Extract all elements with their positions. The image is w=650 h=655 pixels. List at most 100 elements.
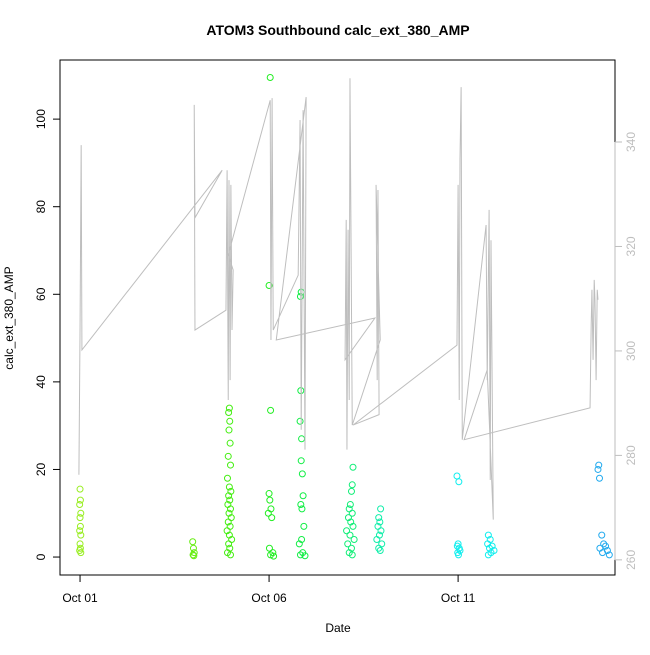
point bbox=[350, 536, 358, 544]
point bbox=[77, 509, 85, 517]
y-tick-label: 60 bbox=[34, 287, 48, 301]
point bbox=[296, 417, 304, 425]
y-tick-label: 20 bbox=[34, 462, 48, 476]
point bbox=[225, 426, 233, 434]
x-tick-label: Oct 06 bbox=[251, 591, 287, 605]
point bbox=[269, 549, 277, 557]
point bbox=[599, 549, 607, 557]
point bbox=[376, 518, 384, 526]
point bbox=[266, 74, 274, 82]
point bbox=[77, 549, 85, 557]
point bbox=[595, 461, 603, 469]
y2-tick-label: 340 bbox=[624, 132, 638, 152]
point bbox=[346, 531, 354, 539]
point bbox=[298, 505, 306, 513]
point bbox=[226, 439, 234, 447]
point bbox=[225, 492, 233, 500]
point bbox=[76, 527, 84, 535]
point bbox=[600, 540, 608, 548]
point bbox=[301, 552, 309, 560]
point bbox=[373, 536, 381, 544]
point bbox=[224, 518, 232, 526]
y-tick-label: 100 bbox=[34, 109, 48, 129]
y-tick-label: 80 bbox=[34, 200, 48, 214]
point bbox=[297, 500, 305, 508]
point bbox=[190, 552, 198, 560]
y-tick-label: 40 bbox=[34, 375, 48, 389]
point bbox=[298, 470, 306, 478]
point bbox=[348, 551, 356, 559]
point bbox=[223, 474, 231, 482]
point bbox=[346, 500, 354, 508]
point bbox=[76, 485, 84, 493]
point bbox=[300, 522, 308, 530]
point bbox=[189, 538, 197, 546]
point bbox=[299, 492, 307, 500]
point bbox=[265, 282, 273, 290]
y2-tick-label: 300 bbox=[624, 341, 638, 361]
point bbox=[297, 457, 305, 465]
x-tick-label: Oct 01 bbox=[62, 591, 98, 605]
point bbox=[349, 522, 357, 530]
point bbox=[454, 551, 462, 559]
point bbox=[225, 409, 233, 417]
point bbox=[265, 544, 273, 552]
y2-tick-label: 320 bbox=[624, 236, 638, 256]
point bbox=[343, 527, 351, 535]
point bbox=[227, 551, 235, 559]
point bbox=[226, 417, 234, 425]
point bbox=[189, 551, 197, 559]
x-axis-label: Date bbox=[325, 621, 351, 635]
point bbox=[376, 546, 384, 554]
point bbox=[296, 551, 304, 559]
plot-frame bbox=[59, 59, 616, 576]
point bbox=[266, 496, 274, 504]
point bbox=[349, 463, 357, 471]
x-tick-label: Oct 11 bbox=[441, 591, 476, 605]
point bbox=[189, 544, 197, 552]
point bbox=[377, 527, 385, 535]
point bbox=[484, 531, 492, 539]
point bbox=[268, 514, 276, 522]
point bbox=[295, 540, 303, 548]
point bbox=[377, 505, 385, 513]
point bbox=[484, 551, 492, 559]
y-axis-label: calc_ext_380_AMP bbox=[2, 266, 16, 369]
point bbox=[227, 461, 235, 469]
point bbox=[76, 500, 84, 508]
point bbox=[605, 551, 613, 559]
point bbox=[225, 540, 233, 548]
point bbox=[378, 540, 386, 548]
chart-title: ATOM3 Southbound calc_ext_380_AMP bbox=[206, 22, 469, 38]
line bbox=[78, 78, 599, 520]
point bbox=[375, 514, 383, 522]
point bbox=[264, 509, 272, 517]
point bbox=[298, 435, 306, 443]
point bbox=[76, 496, 84, 504]
point bbox=[453, 472, 461, 480]
point bbox=[265, 490, 273, 498]
point bbox=[267, 406, 275, 414]
point bbox=[594, 465, 602, 473]
point bbox=[348, 509, 356, 517]
point bbox=[595, 474, 603, 482]
y-tick-label: 0 bbox=[34, 553, 48, 560]
point bbox=[456, 546, 464, 554]
point bbox=[226, 496, 234, 504]
point bbox=[455, 478, 463, 486]
y2-tick-label: 260 bbox=[624, 550, 638, 570]
point bbox=[77, 531, 85, 539]
point bbox=[348, 481, 356, 489]
point bbox=[225, 404, 233, 412]
y2-tick-label: 280 bbox=[624, 445, 638, 465]
point bbox=[224, 452, 232, 460]
point bbox=[76, 514, 84, 522]
point bbox=[76, 540, 84, 548]
point bbox=[270, 552, 278, 560]
point bbox=[598, 531, 606, 539]
point bbox=[225, 483, 233, 491]
point bbox=[347, 487, 355, 495]
point bbox=[227, 505, 235, 513]
point bbox=[344, 540, 352, 548]
